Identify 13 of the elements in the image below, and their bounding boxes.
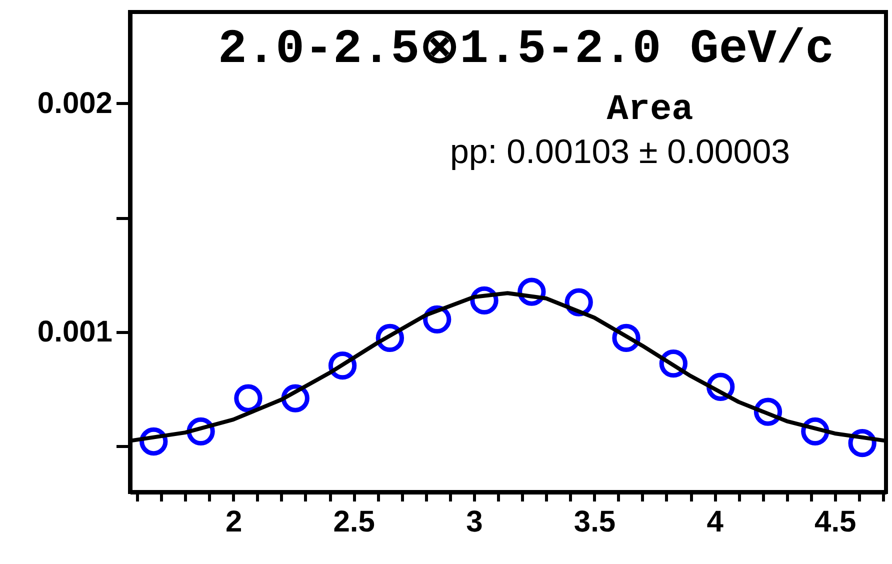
x-tick-label: 2.5 — [333, 506, 375, 538]
x-tick-label: 3.5 — [574, 506, 616, 538]
y-tick-label: 0.001 — [37, 316, 112, 348]
x-tick-label: 2 — [225, 506, 242, 538]
x-tick-label: 3 — [466, 506, 483, 538]
chart-title: 2.0-2.5⊗1.5-2.0 GeV/c — [218, 23, 834, 77]
annotation: Area — [606, 89, 694, 130]
y-tick-label: 0.002 — [37, 86, 112, 120]
x-tick-label: 4.5 — [814, 506, 856, 538]
annotation: pp: 0.00103 ± 0.00003 — [450, 133, 790, 171]
point — [328, 352, 357, 380]
x-tick-label: 4 — [706, 506, 724, 538]
point — [234, 384, 262, 412]
